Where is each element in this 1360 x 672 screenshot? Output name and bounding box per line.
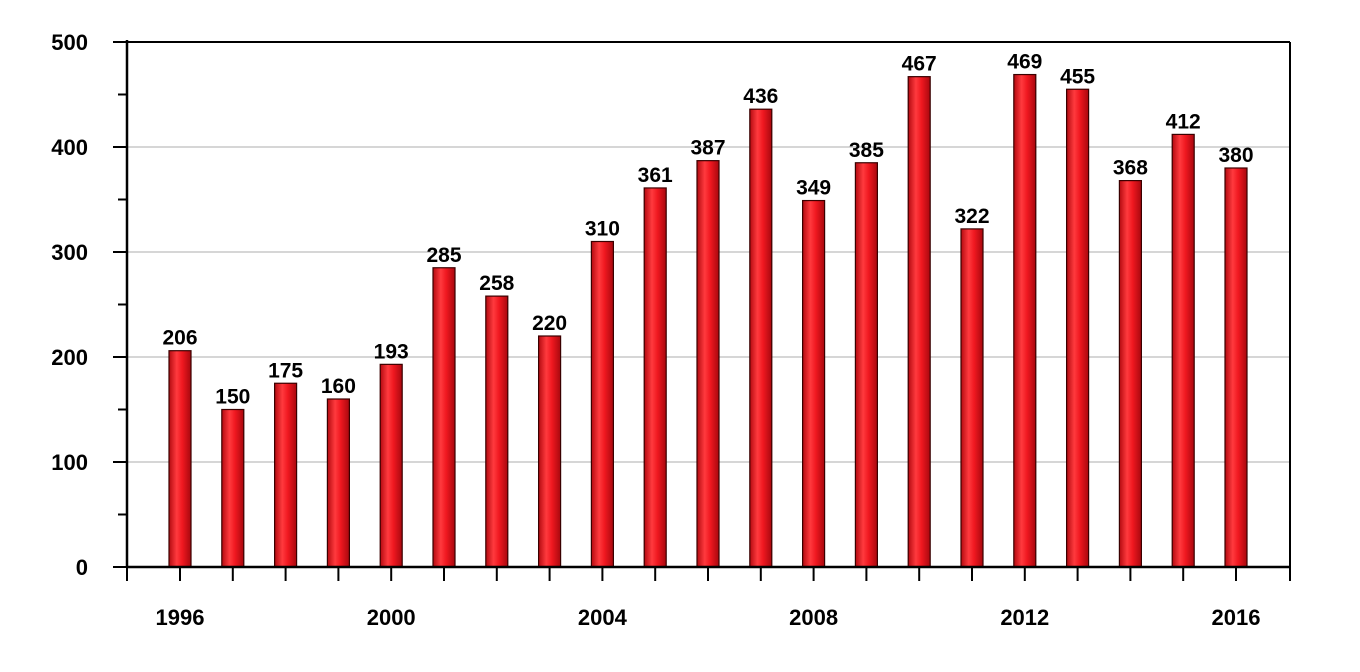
x-tick-label-2008: 2008 (789, 605, 838, 630)
data-label-1996: 206 (162, 327, 197, 350)
bar-2006 (696, 160, 720, 568)
data-label-1998: 175 (268, 359, 303, 382)
axes (113, 40, 1291, 581)
bar-2010 (907, 76, 931, 568)
data-label-1997: 150 (215, 386, 250, 409)
data-label-2003: 220 (532, 312, 567, 335)
bar-2009 (854, 162, 879, 568)
data-label-2011: 322 (954, 205, 989, 228)
data-label-2001: 285 (426, 244, 461, 267)
bar-2000 (379, 363, 403, 568)
x-tick-label-2004: 2004 (578, 605, 628, 630)
bar-2013 (1065, 88, 1090, 568)
bar-2007 (749, 108, 773, 568)
data-label-2005: 361 (638, 164, 673, 187)
bar-1997 (221, 408, 245, 568)
data-label-2012: 469 (1007, 51, 1042, 74)
bar-2011 (960, 228, 984, 568)
x-tick-label-2016: 2016 (1212, 605, 1261, 630)
y-tick-label-400: 400 (51, 135, 88, 160)
bar-1996 (168, 350, 192, 568)
bar-2008 (801, 199, 826, 568)
data-label-2016: 380 (1218, 144, 1253, 167)
bar-2016 (1224, 167, 1248, 568)
data-label-2015: 412 (1166, 110, 1201, 133)
data-label-2009: 385 (849, 139, 884, 162)
bar-1999 (326, 398, 350, 568)
x-tick-label-2000: 2000 (367, 605, 416, 630)
data-label-2008: 349 (796, 177, 831, 200)
bar-2014 (1118, 180, 1143, 568)
bar-2012 (1013, 73, 1037, 568)
y-tick-label-300: 300 (51, 240, 88, 265)
data-label-2006: 387 (690, 137, 725, 160)
data-label-2013: 455 (1060, 65, 1095, 88)
x-tick-label-2012: 2012 (1000, 605, 1049, 630)
labels: 206 150 175 160 193 285 258 220 310 361 387 436 349 3… (51, 30, 1260, 630)
y-tick-label-100: 100 (51, 450, 88, 475)
data-label-2007: 436 (743, 85, 778, 108)
data-label-2014: 368 (1113, 157, 1148, 180)
bar-2015 (1171, 133, 1195, 568)
data-label-2002: 258 (479, 272, 514, 295)
y-tick-label-500: 500 (51, 30, 88, 55)
bar-2004 (590, 240, 615, 568)
bar-1998 (274, 382, 298, 568)
data-label-2004: 310 (585, 218, 620, 241)
data-label-1999: 160 (321, 375, 356, 398)
x-tick-label-1996: 1996 (156, 605, 205, 630)
bar-2002 (485, 295, 509, 568)
y-tick-label-200: 200 (51, 345, 88, 370)
y-tick-label-0: 0 (76, 555, 88, 580)
bar-2005 (643, 187, 667, 568)
bar-2003 (537, 335, 562, 568)
bar-2001 (432, 267, 456, 568)
data-label-2000: 193 (374, 340, 409, 363)
data-label-2010: 467 (902, 53, 937, 76)
